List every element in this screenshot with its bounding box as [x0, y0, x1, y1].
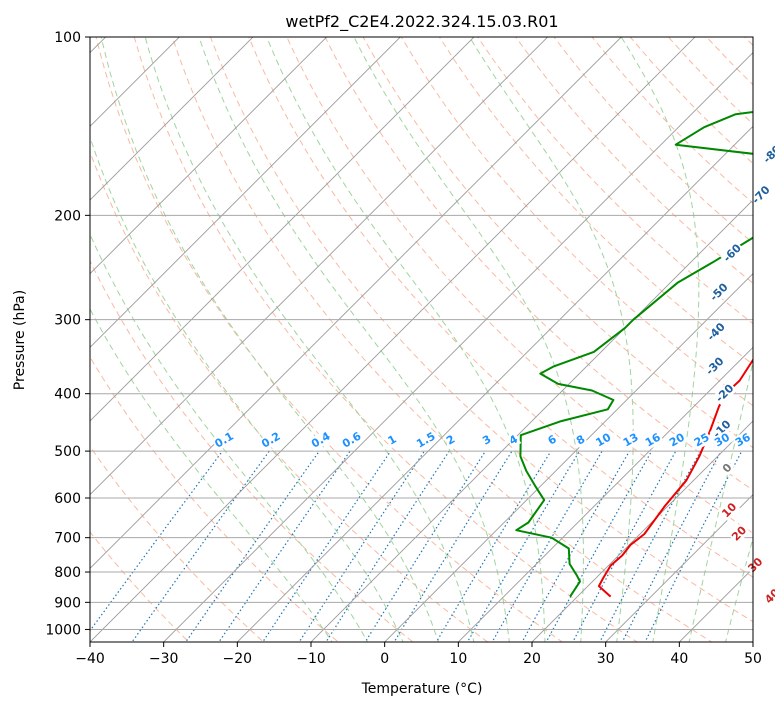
mixing-ratio-label-bg — [506, 431, 522, 449]
isotherm — [531, 420, 753, 642]
isotherm — [90, 37, 696, 642]
isotherm — [236, 125, 753, 642]
isotherm — [90, 37, 328, 275]
dewpoint-line — [515, 110, 753, 598]
isotherm — [310, 199, 753, 642]
background-lines — [90, 37, 753, 642]
y-axis-ticks: 100 200 300 400 500 600 700 800 900 1000 — [45, 30, 90, 638]
x-tick-label: 0 — [380, 651, 389, 667]
mixing-ratio-label-bg — [258, 429, 284, 452]
mixing-ratio-label-bg — [592, 429, 615, 451]
isotherm — [90, 37, 401, 348]
chart-title: wetPf2_C2E4.2022.324.15.03.R01 — [285, 12, 558, 32]
isotherm — [90, 37, 549, 496]
moist-adiabat-label-bg — [719, 459, 736, 477]
plot-background — [90, 37, 753, 642]
mixing-ratio-label-bg — [573, 432, 589, 449]
moist-adiabat — [469, 37, 634, 642]
moist-adiabat — [90, 308, 333, 642]
moist-adiabat-label-bg — [728, 522, 751, 545]
moist-adiabat — [266, 37, 546, 642]
dry-adiabat-label: -80 — [761, 142, 775, 165]
mixing-ratio-label-bg — [479, 432, 495, 449]
moist-adiabat-label-bg — [744, 554, 767, 576]
y-tick-label: 100 — [54, 30, 81, 46]
moist-adiabat-label: 40 — [762, 586, 775, 606]
moist-adiabat-label-bg — [718, 499, 741, 521]
mixing-ratio-label-bg — [620, 430, 642, 451]
dry-adiabat — [324, 37, 753, 491]
x-tick-label: −20 — [223, 651, 253, 667]
dry-adiabat-label-bg — [748, 182, 774, 208]
y-tick-label: 600 — [54, 491, 81, 507]
x-tick-label: −30 — [149, 651, 179, 667]
x-tick-label: 40 — [670, 651, 688, 667]
mixing-ratio-label-bg — [211, 429, 237, 452]
moist-adiabat — [725, 536, 753, 642]
dry-adiabat-label-bg — [702, 353, 728, 379]
temperature-line — [597, 358, 753, 598]
x-tick-label: 20 — [523, 651, 541, 667]
x-tick-label: −10 — [296, 651, 326, 667]
isotherm — [90, 37, 254, 201]
isotherm — [90, 37, 622, 569]
mixing-ratio-label-bg — [732, 429, 754, 451]
dry-adiabat-label-bg — [719, 240, 745, 266]
dry-adiabat — [438, 37, 753, 366]
mixing-ratio-label-bg — [544, 431, 560, 449]
mixing-ratio-label-bg — [642, 429, 664, 451]
y-tick-label: 700 — [54, 531, 81, 547]
mixing-ratio-label-bg — [711, 429, 734, 451]
dry-adiabat-label-bg — [703, 319, 729, 345]
y-tick-label: 900 — [54, 595, 81, 611]
dry-adiabat — [400, 37, 753, 407]
moist-adiabat — [620, 37, 700, 642]
mixing-ratio-label-bg — [443, 432, 459, 449]
dry-adiabat-label-bg — [706, 279, 732, 305]
y-tick-label: 200 — [54, 208, 81, 224]
moist-adiabat — [144, 37, 475, 642]
mixing-ratio-label-bg — [666, 429, 689, 451]
isotherm — [605, 494, 753, 642]
x-tick-label: 50 — [744, 651, 762, 667]
moist-adiabat — [100, 37, 440, 642]
x-axis-ticks: −40 −30 −20 −10 0 10 20 30 40 50 — [75, 642, 762, 667]
dry-adiabat — [362, 37, 753, 449]
moist-adiabat — [353, 37, 584, 642]
y-tick-label: 1000 — [45, 622, 81, 638]
x-axis-label: Temperature (°C) — [361, 681, 483, 697]
profile-series — [515, 110, 753, 598]
moist-adiabat-label-bg — [761, 585, 775, 607]
y-tick-label: 400 — [54, 387, 81, 403]
y-tick-label: 500 — [54, 444, 81, 460]
plot-frame — [89, 36, 754, 643]
mixing-ratio-label-bg — [384, 432, 400, 449]
y-tick-label: 300 — [54, 313, 81, 329]
mixing-ratio-label-bg — [308, 428, 334, 452]
isotherm — [163, 52, 753, 642]
y-axis-label: Pressure (hPa) — [12, 290, 28, 390]
isotherm — [384, 273, 753, 642]
x-tick-label: 10 — [449, 651, 467, 667]
mixing-ratio-label-bg — [339, 428, 365, 452]
isotherm — [90, 37, 475, 422]
x-tick-label: 30 — [597, 651, 615, 667]
dry-adiabat-label-bg — [709, 416, 735, 442]
x-tick-label: −40 — [75, 651, 105, 667]
mixing-ratio-label-bg — [413, 429, 439, 452]
isotherm — [457, 346, 753, 642]
dry-adiabat-label-bg — [712, 380, 738, 406]
dry-adiabat-label-bg — [759, 141, 775, 167]
mixing-ratio-label-bg — [691, 430, 713, 451]
y-tick-label: 800 — [54, 565, 81, 581]
